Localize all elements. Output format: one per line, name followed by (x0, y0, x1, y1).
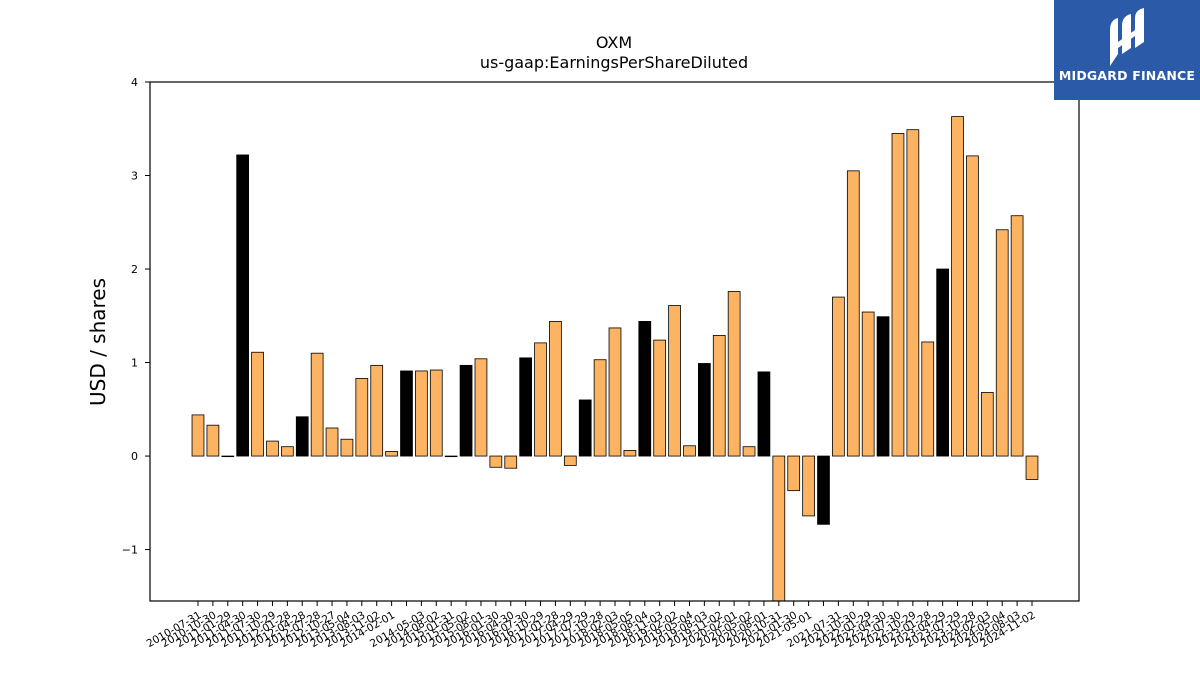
bar (727, 291, 741, 457)
bar (757, 371, 771, 457)
bar (519, 357, 533, 457)
y-tick-label: 2 (131, 263, 138, 276)
bar (995, 229, 1009, 457)
y-tick-label: 1 (131, 357, 138, 370)
bar (563, 455, 577, 466)
bar (504, 455, 518, 469)
bar (429, 369, 443, 457)
bar (906, 129, 920, 457)
bar (385, 450, 398, 457)
y-axis-label: USD / shares (86, 278, 110, 406)
bar (400, 370, 413, 457)
bar (817, 455, 830, 525)
bar (578, 399, 592, 457)
bar (355, 378, 369, 457)
bar (980, 392, 994, 457)
x-ticks-group: 2010-07-312010-10-302011-01-292011-04-30… (145, 601, 1038, 650)
y-tick-label: 3 (131, 170, 138, 183)
bar (668, 305, 681, 457)
bar (266, 440, 279, 457)
y-tick-label: 0 (131, 450, 138, 463)
bar (370, 364, 384, 457)
bar (608, 327, 622, 457)
y-ticks-group: −1 0 1 2 3 4 (122, 76, 150, 557)
bar (236, 154, 250, 457)
bar (951, 116, 964, 457)
bar (936, 268, 950, 457)
bar (846, 170, 860, 457)
bar (474, 358, 488, 457)
bar (742, 446, 756, 457)
logo-mark-icon (1110, 8, 1144, 66)
bar (459, 364, 473, 457)
bar (802, 455, 815, 517)
y-tick-label: 4 (131, 76, 138, 89)
bar (683, 445, 696, 457)
bar (1025, 455, 1039, 480)
bar (772, 455, 786, 602)
bar (638, 320, 652, 457)
bar (832, 296, 845, 457)
bar (891, 133, 905, 457)
bar (489, 455, 503, 468)
bar (787, 455, 801, 492)
bar (623, 450, 637, 457)
bar (415, 370, 428, 457)
plot-frame (149, 81, 1080, 602)
logo-text: MIDGARD FINANCE (1058, 68, 1196, 83)
bar (593, 359, 607, 457)
bar (191, 414, 205, 457)
bar (206, 424, 220, 457)
bar (712, 335, 726, 457)
bar (325, 427, 339, 457)
bars-group (191, 116, 1039, 602)
chart-subtitle: us-gaap:EarningsPerShareDiluted (480, 53, 748, 72)
bar (444, 455, 458, 458)
chart-title: OXM (596, 33, 632, 52)
bar (251, 351, 264, 457)
bar (921, 341, 935, 457)
bar (340, 438, 354, 457)
bar (549, 320, 562, 457)
bar (1010, 215, 1024, 457)
bar (876, 316, 890, 457)
bar (653, 339, 667, 457)
y-tick-label: −1 (122, 544, 138, 557)
bar (295, 416, 309, 457)
bar (310, 352, 324, 457)
bar (698, 363, 711, 457)
bar (966, 155, 979, 457)
brand-logo: MIDGARD FINANCE (1054, 0, 1200, 100)
bar (280, 446, 294, 457)
bar (534, 342, 547, 457)
bar (221, 455, 235, 458)
bar (861, 311, 875, 457)
